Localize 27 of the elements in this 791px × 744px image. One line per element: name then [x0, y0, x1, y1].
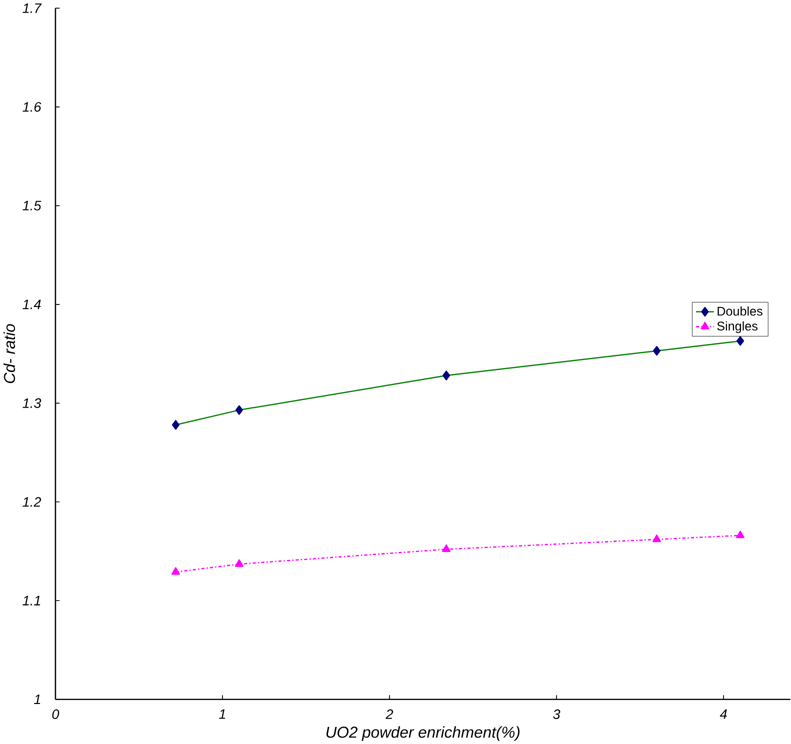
- x-tick-label: 0: [52, 709, 60, 719]
- point: [652, 346, 661, 356]
- y-tick-label: 1.7: [22, 3, 42, 13]
- x-tick-label: 3: [553, 709, 560, 719]
- legend-label: Doubles: [718, 306, 762, 316]
- point: [234, 559, 244, 567]
- point: [172, 420, 180, 430]
- y-axis-title: Cd- ratio: [4, 324, 16, 383]
- y-tick-label: 1: [34, 694, 40, 704]
- point: [171, 566, 180, 575]
- y-tick-label: 1.6: [22, 102, 42, 112]
- point: [442, 544, 451, 552]
- y-tick-label: 1.3: [22, 398, 42, 408]
- y-tick-label: 1.2: [22, 496, 42, 506]
- x-axis-title: UO2 powder enrichment(%): [326, 726, 520, 741]
- point: [235, 405, 243, 415]
- y-tick-label: 1.4: [22, 300, 41, 309]
- legend-label: Singles: [717, 321, 758, 333]
- x-tick-label: 2: [386, 709, 394, 719]
- y-tick-label: 1.5: [22, 200, 42, 210]
- x-tick-label: 1: [219, 709, 226, 719]
- point: [736, 336, 744, 346]
- point: [652, 534, 662, 542]
- point: [442, 370, 450, 380]
- x-tick-label: 4: [720, 709, 727, 719]
- y-tick-label: 1.1: [22, 596, 40, 606]
- point: [736, 530, 745, 538]
